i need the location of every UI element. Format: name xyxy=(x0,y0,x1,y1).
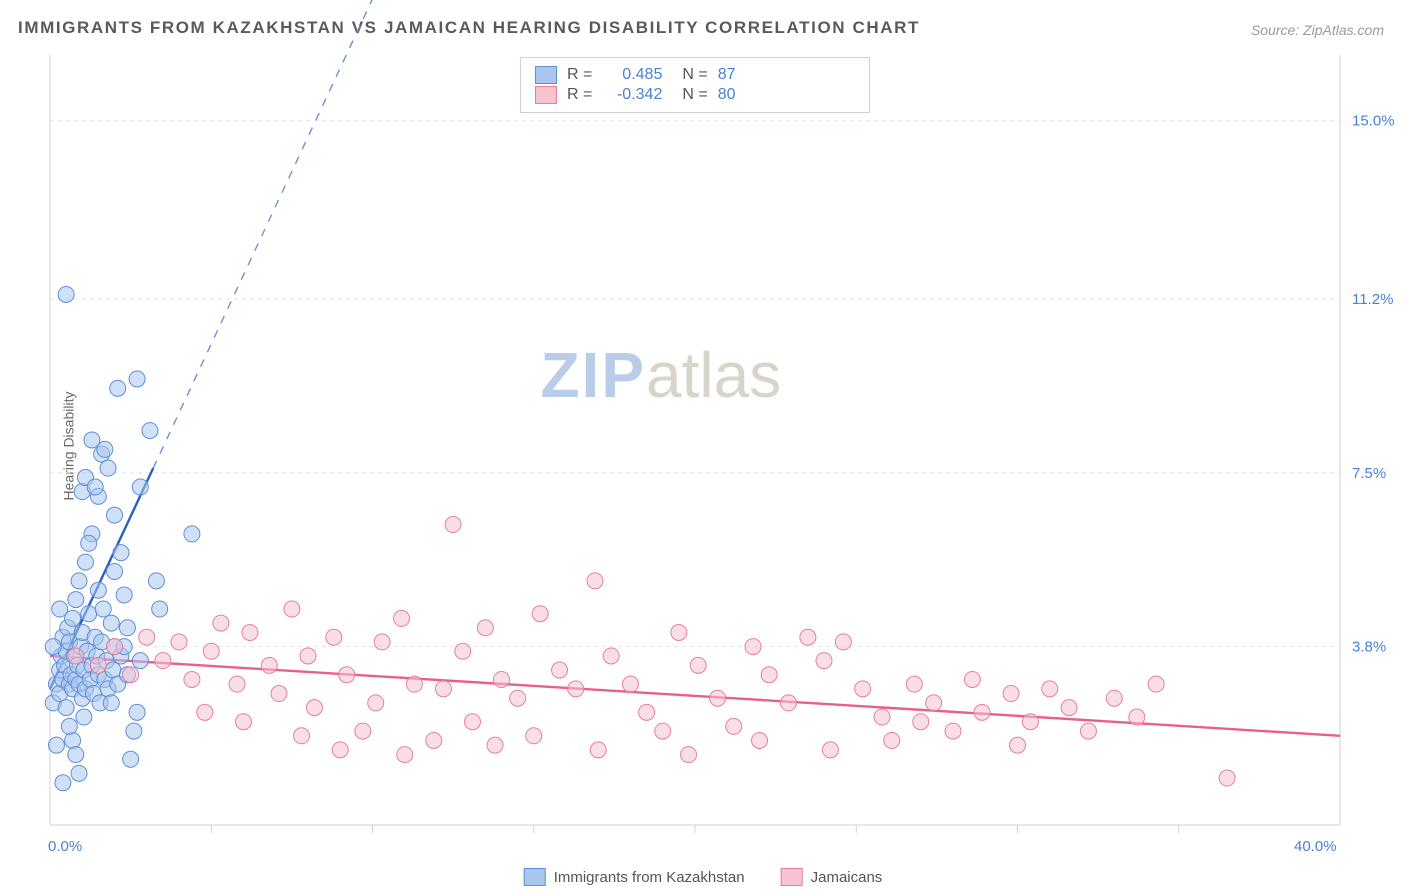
svg-text:15.0%: 15.0% xyxy=(1352,113,1395,130)
stat-row: R = 0.485 N = 87 xyxy=(535,66,855,84)
bottom-legend: Immigrants from Kazakhstan Jamaicans xyxy=(524,868,883,886)
legend-item: Jamaicans xyxy=(781,868,883,886)
source-attribution: Source: ZipAtlas.com xyxy=(1251,22,1384,38)
stat-row: R = -0.342 N = 80 xyxy=(535,86,855,104)
stat-box: R = 0.485 N = 87 R = -0.342 N = 80 xyxy=(520,57,870,113)
n-label: N = xyxy=(682,86,707,104)
svg-text:40.0%: 40.0% xyxy=(1294,838,1337,855)
r-value: 0.485 xyxy=(602,66,662,84)
n-value: 80 xyxy=(718,86,736,104)
legend-swatch xyxy=(535,86,557,104)
svg-text:0.0%: 0.0% xyxy=(48,838,82,855)
legend-item: Immigrants from Kazakhstan xyxy=(524,868,745,886)
svg-text:7.5%: 7.5% xyxy=(1352,465,1386,482)
svg-text:11.2%: 11.2% xyxy=(1352,291,1393,308)
svg-text:3.8%: 3.8% xyxy=(1352,639,1386,656)
n-label: N = xyxy=(682,66,707,84)
legend-label: Jamaicans xyxy=(811,869,883,886)
r-label: R = xyxy=(567,66,592,84)
r-label: R = xyxy=(567,86,592,104)
legend-swatch xyxy=(535,66,557,84)
legend-label: Immigrants from Kazakhstan xyxy=(554,869,745,886)
r-value: -0.342 xyxy=(602,86,662,104)
chart-title: IMMIGRANTS FROM KAZAKHSTAN VS JAMAICAN H… xyxy=(18,18,920,38)
legend-swatch xyxy=(781,868,803,886)
scatter-plot: 3.8%7.5%11.2%15.0%0.0%40.0% R = 0.485 N … xyxy=(50,55,1340,825)
n-value: 87 xyxy=(718,66,736,84)
legend-swatch xyxy=(524,868,546,886)
